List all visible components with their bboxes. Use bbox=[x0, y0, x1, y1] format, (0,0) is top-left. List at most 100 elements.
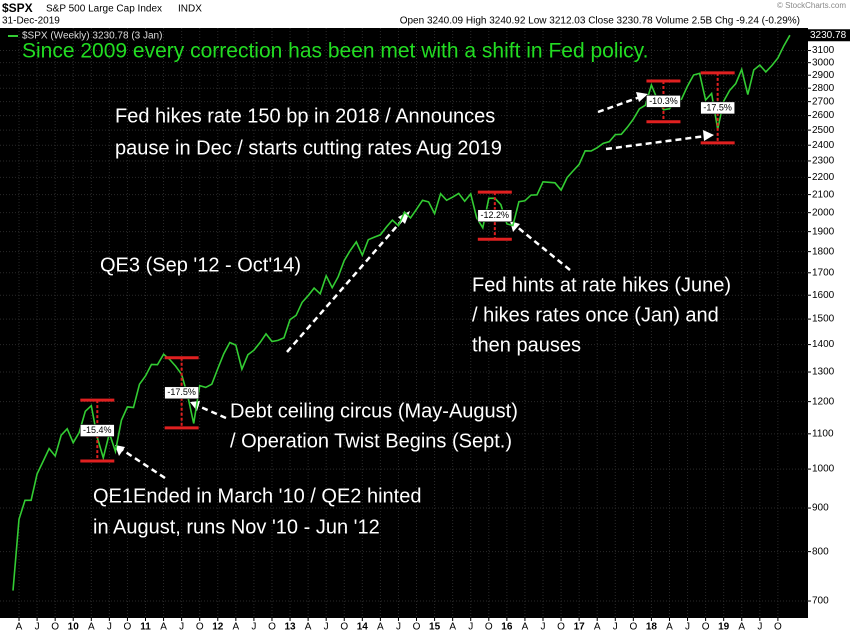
arrowhead bbox=[703, 130, 714, 141]
x-tick-label: 18 bbox=[646, 622, 658, 633]
x-tick-label: O bbox=[485, 622, 493, 633]
y-tick-label: 1300 bbox=[812, 367, 835, 378]
annotation: QE1Ended in March '10 / QE2 hinted bbox=[93, 485, 421, 507]
x-tick-label: A bbox=[233, 622, 240, 633]
x-tick-label: J bbox=[251, 622, 256, 633]
x-tick-label: J bbox=[179, 622, 184, 633]
x-tick-label: 12 bbox=[212, 622, 224, 633]
correction-label: -10.3% bbox=[649, 96, 678, 106]
correction-label-bg bbox=[700, 101, 735, 115]
x-tick-label: 16 bbox=[501, 622, 513, 633]
y-tick-label: 3100 bbox=[812, 45, 835, 56]
x-tick-label: O bbox=[196, 622, 204, 633]
last-price-label: 3230.78 bbox=[810, 30, 847, 41]
annotation: Fed hikes rate 150 bp in 2018 / Announce… bbox=[115, 105, 495, 127]
y-tick-label: 2600 bbox=[812, 110, 835, 121]
x-tick-label: 13 bbox=[284, 622, 296, 633]
x-tick-label: J bbox=[685, 622, 690, 633]
y-tick-label: 1100 bbox=[812, 428, 834, 439]
last-price-tag bbox=[808, 29, 850, 42]
annotation: in August, runs Nov '10 - Jun '12 bbox=[93, 516, 380, 538]
correction-label-bg bbox=[477, 209, 513, 222]
x-tick-label: A bbox=[738, 622, 745, 633]
x-tick-label: O bbox=[340, 622, 348, 633]
correction-label: -12.2% bbox=[481, 210, 510, 220]
arrowhead bbox=[510, 221, 520, 232]
x-tick-label: J bbox=[396, 622, 401, 633]
date: 31-Dec-2019 bbox=[2, 16, 60, 27]
correction-label: -17.5% bbox=[703, 102, 732, 112]
y-tick-label: 3000 bbox=[812, 57, 835, 68]
arrow bbox=[605, 134, 707, 151]
legend-label: $SPX (Weekly) 3230.78 (3 Jan) bbox=[22, 31, 162, 42]
y-tick-label: 700 bbox=[812, 596, 829, 607]
correction-label: -15.4% bbox=[83, 425, 112, 435]
annotation: Debt ceiling circus (May-August) bbox=[230, 400, 518, 422]
x-tick-label: J bbox=[35, 622, 40, 633]
chart-title: Since 2009 every correction has been met… bbox=[22, 40, 648, 63]
y-tick-label: 1500 bbox=[812, 314, 835, 325]
y-tick-label: 2900 bbox=[812, 70, 835, 81]
y-tick-label: 2800 bbox=[812, 83, 835, 94]
correction-label: -17.5% bbox=[167, 387, 196, 397]
y-tick-label: 1600 bbox=[812, 290, 835, 301]
x-tick-label: A bbox=[522, 622, 529, 633]
annotation: Fed hints at rate hikes (June) bbox=[472, 274, 731, 296]
grid bbox=[0, 28, 808, 618]
x-tick-label: O bbox=[413, 622, 421, 633]
annotation: pause in Dec / starts cutting rates Aug … bbox=[115, 137, 502, 159]
x-tick-label: O bbox=[702, 622, 710, 633]
y-tick-label: 900 bbox=[812, 503, 829, 514]
x-tick-label: A bbox=[449, 622, 456, 633]
symbol: $SPX bbox=[2, 1, 33, 15]
x-tick-label: A bbox=[666, 622, 673, 633]
x-tick-label: J bbox=[613, 622, 618, 633]
x-tick-label: J bbox=[107, 622, 112, 633]
y-tick-label: 2700 bbox=[812, 96, 835, 107]
x-tick-label: O bbox=[774, 622, 782, 633]
correction-label-bg bbox=[646, 95, 681, 108]
x-tick-label: 10 bbox=[68, 622, 80, 633]
annotation: QE3 (Sep '12 - Oct'14) bbox=[100, 254, 301, 276]
y-tick-label: 2500 bbox=[812, 125, 835, 136]
x-tick-label: O bbox=[557, 622, 565, 633]
y-tick-label: 2000 bbox=[812, 207, 835, 218]
arrow bbox=[120, 447, 166, 480]
index-name: S&P 500 Large Cap Index bbox=[46, 4, 162, 15]
correction-label-bg bbox=[164, 386, 199, 400]
x-tick-label: 14 bbox=[357, 622, 369, 633]
correction-label-bg bbox=[80, 424, 115, 437]
arrowhead bbox=[636, 92, 648, 102]
x-tick-label: O bbox=[629, 622, 637, 633]
x-tick-label: A bbox=[305, 622, 312, 633]
annotation: / Operation Twist Begins (Sept.) bbox=[230, 430, 512, 452]
x-tick-label: 17 bbox=[574, 622, 586, 633]
x-tick-label: A bbox=[16, 622, 23, 633]
arrow bbox=[195, 403, 227, 420]
y-tick-label: 1000 bbox=[812, 464, 835, 475]
y-tick-label: 800 bbox=[812, 546, 829, 557]
quote: Open 3240.09 High 3240.92 Low 3212.03 Cl… bbox=[400, 16, 800, 27]
x-tick-label: A bbox=[594, 622, 601, 633]
x-tick-label: O bbox=[268, 622, 276, 633]
x-tick-label: O bbox=[124, 622, 132, 633]
y-tick-label: 2200 bbox=[812, 172, 835, 183]
x-tick-label: A bbox=[88, 622, 95, 633]
arrowhead bbox=[115, 445, 125, 456]
x-tick-label: A bbox=[160, 622, 167, 633]
x-tick-label: J bbox=[468, 622, 473, 633]
y-tick-label: 1400 bbox=[812, 339, 835, 350]
x-tick-label: 19 bbox=[718, 622, 730, 633]
x-tick-label: A bbox=[377, 622, 384, 633]
x-tick-label: J bbox=[324, 622, 329, 633]
arrows bbox=[120, 95, 707, 480]
x-tick-label: 11 bbox=[140, 622, 151, 633]
annotation: / hikes rates once (Jan) and bbox=[472, 304, 719, 326]
plot-area bbox=[0, 28, 808, 618]
y-tick-label: 1800 bbox=[812, 246, 835, 257]
arrow bbox=[597, 95, 641, 114]
x-tick-label: J bbox=[757, 622, 762, 633]
y-tick-label: 2100 bbox=[812, 189, 835, 200]
y-tick-label: 2300 bbox=[812, 156, 835, 167]
